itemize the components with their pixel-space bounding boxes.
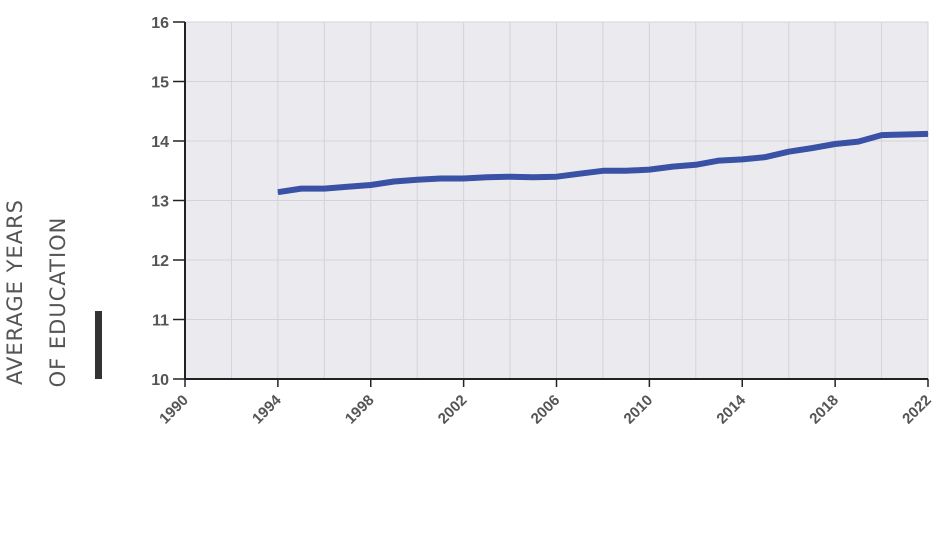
data-point xyxy=(927,133,929,135)
data-point xyxy=(300,188,302,190)
data-point xyxy=(811,147,813,149)
data-point xyxy=(393,180,395,182)
data-point xyxy=(579,173,581,175)
y-axis-label-line-2: OF EDUCATION xyxy=(46,217,70,388)
data-point xyxy=(486,176,488,178)
x-axis-ticks: 1990 1994 1998 2002 2006 2010 2014 2018 2022 xyxy=(156,379,935,427)
data-point xyxy=(881,134,883,136)
data-point xyxy=(904,133,906,135)
x-tick-label: 2010 xyxy=(621,392,657,428)
y-tick-label: 14 xyxy=(151,134,169,151)
x-tick-label: 2018 xyxy=(806,392,842,428)
data-point xyxy=(463,177,465,179)
x-tick-label: 2014 xyxy=(713,391,749,427)
series-layer xyxy=(277,130,929,196)
data-point xyxy=(857,141,859,143)
x-tick-label: 1990 xyxy=(156,392,192,428)
y-tick-label: 11 xyxy=(152,313,169,330)
data-point xyxy=(416,179,418,181)
data-point xyxy=(532,176,534,178)
data-point xyxy=(834,143,836,145)
x-tick-label: 2002 xyxy=(435,392,471,428)
y-tick-label: 10 xyxy=(151,372,169,389)
data-point xyxy=(556,176,557,178)
data-point xyxy=(439,177,441,179)
x-tick-label: 1998 xyxy=(342,392,378,428)
data-point xyxy=(347,186,349,188)
data-point xyxy=(695,164,697,166)
data-point xyxy=(625,170,627,172)
y-tick-label: 13 xyxy=(151,194,169,211)
data-point xyxy=(602,170,604,172)
y-tick-label: 16 xyxy=(151,15,169,32)
data-point xyxy=(672,166,674,168)
data-point xyxy=(718,160,720,162)
data-point xyxy=(277,191,279,193)
x-tick-label: 2006 xyxy=(528,392,564,428)
y-axis-label-line-1: AVERAGE YEARS xyxy=(3,199,27,385)
data-point xyxy=(370,184,372,186)
data-point xyxy=(788,151,790,153)
data-point xyxy=(323,188,325,190)
data-point xyxy=(764,156,766,158)
gridlines xyxy=(184,21,929,380)
data-point xyxy=(648,169,650,171)
y-tick-label: 15 xyxy=(151,75,169,92)
y-tick-label: 12 xyxy=(151,253,169,270)
x-tick-label: 1994 xyxy=(249,391,285,427)
y-axis-label: AVERAGE YEARS OF EDUCATION xyxy=(3,199,70,387)
y-axis-accent-bar xyxy=(95,311,102,379)
data-point xyxy=(509,176,511,178)
data-point xyxy=(741,158,743,160)
y-axis-ticks: 10 11 12 13 14 15 16 xyxy=(151,15,185,389)
x-tick-label: 2022 xyxy=(899,392,935,428)
